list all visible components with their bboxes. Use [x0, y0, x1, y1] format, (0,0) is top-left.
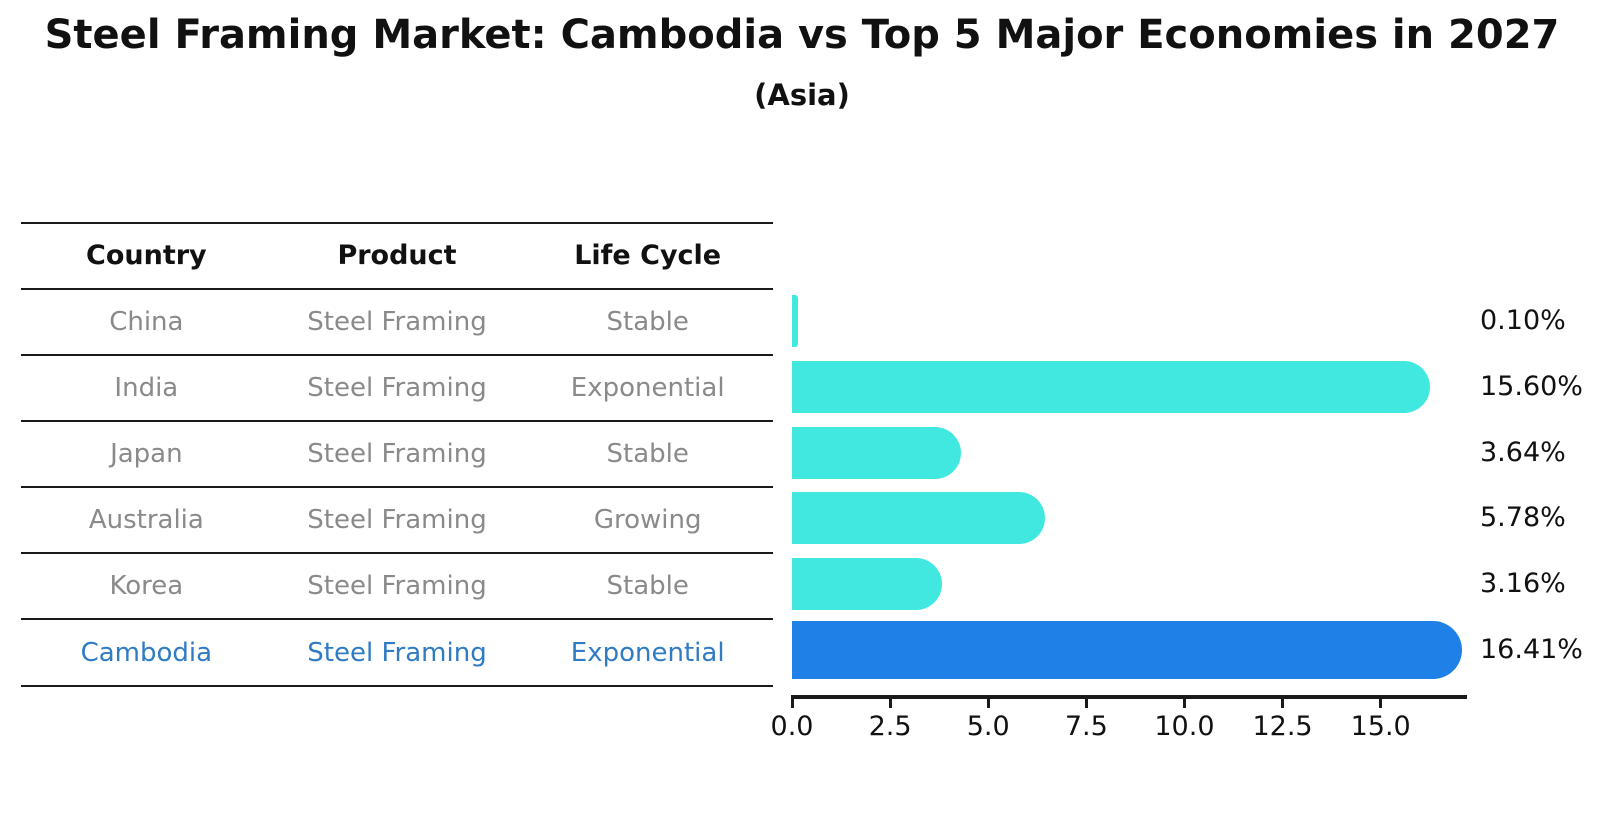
- x-tick-label-2.5: 2.5: [868, 711, 912, 742]
- cell-life_cycle-china: Stable: [606, 306, 689, 337]
- cell-country-australia: Australia: [88, 505, 204, 536]
- bar-china: [792, 295, 798, 347]
- table-row-australia: Australia Steel Framing Growing: [21, 488, 773, 555]
- cell-product-australia: Steel Framing: [307, 505, 487, 536]
- chart-title: Steel Framing Market: Cambodia vs Top 5 …: [44, 12, 1560, 58]
- table-row-india: India Steel Framing Exponential: [21, 356, 773, 422]
- x-tick-0.0: [790, 695, 794, 708]
- bar-value-label-china: 0.10%: [1480, 305, 1566, 336]
- x-tick-label-15.0: 15.0: [1350, 711, 1411, 742]
- table-row-china: China Steel Framing Stable: [21, 290, 773, 356]
- bar-cambodia: [792, 621, 1462, 679]
- cell-life_cycle-korea: Stable: [606, 571, 689, 602]
- x-tick-10.0: [1182, 695, 1186, 708]
- x-tick-15.0: [1379, 695, 1383, 708]
- x-tick-12.5: [1281, 695, 1285, 708]
- cell-product-japan: Steel Framing: [307, 438, 487, 469]
- x-tick-2.5: [888, 695, 892, 708]
- table-header-row: Country Product Life Cycle: [21, 224, 773, 290]
- bar-value-label-australia: 5.78%: [1480, 502, 1566, 534]
- bar-india: [792, 360, 1431, 413]
- x-tick-label-12.5: 12.5: [1252, 711, 1313, 742]
- x-tick-label-5.0: 5.0: [966, 711, 1010, 742]
- cell-product-cambodia: Steel Framing: [307, 637, 487, 668]
- x-tick-5.0: [986, 695, 990, 708]
- table-header-country: Country: [86, 240, 207, 272]
- chart-subtitle: (Asia): [754, 78, 850, 112]
- table-header-life-cycle: Life Cycle: [574, 240, 722, 272]
- cell-life_cycle-japan: Stable: [606, 438, 689, 469]
- cell-product-korea: Steel Framing: [307, 571, 487, 602]
- table-body: China Steel Framing Stable India Steel Frami…: [21, 290, 773, 687]
- table-row-korea: Korea Steel Framing Stable: [21, 554, 773, 621]
- bar-korea: [792, 558, 942, 611]
- cell-life_cycle-india: Exponential: [570, 372, 725, 403]
- cell-life_cycle-cambodia: Exponential: [570, 637, 725, 668]
- cell-country-cambodia: Cambodia: [80, 637, 213, 668]
- cell-country-japan: Japan: [110, 438, 183, 469]
- table-row-cambodia: Cambodia Steel Framing Exponential: [21, 620, 773, 687]
- x-tick-7.5: [1084, 695, 1088, 708]
- bar-value-label-japan: 3.64%: [1480, 436, 1566, 468]
- x-tick-label-10.0: 10.0: [1154, 711, 1215, 742]
- cell-product-india: Steel Framing: [307, 372, 487, 403]
- cell-life_cycle-australia: Growing: [593, 505, 702, 536]
- cell-country-korea: Korea: [109, 571, 184, 602]
- bar-plot: 0.10% 15.60% 3.64% 5.78% 3.16% 16.41% 0.0 2.5 5…: [771, 285, 1583, 742]
- bar-value-label-india: 15.60%: [1480, 370, 1583, 402]
- cell-country-china: China: [109, 306, 184, 337]
- bar-value-label-cambodia: 16.41%: [1480, 634, 1583, 665]
- table-row-japan: Japan Steel Framing Stable: [21, 422, 773, 489]
- bar-australia: [792, 492, 1045, 545]
- country-table: Country Product Life Cycle China Steel Fram…: [21, 222, 773, 687]
- cell-product-china: Steel Framing: [307, 306, 487, 337]
- bar-value-label-korea: 3.16%: [1480, 568, 1566, 600]
- bar-japan: [792, 426, 961, 479]
- table-header-product: Product: [337, 240, 457, 272]
- x-tick-label-0.0: 0.0: [770, 711, 814, 742]
- x-tick-label-7.5: 7.5: [1064, 711, 1108, 742]
- cell-country-india: India: [114, 372, 179, 403]
